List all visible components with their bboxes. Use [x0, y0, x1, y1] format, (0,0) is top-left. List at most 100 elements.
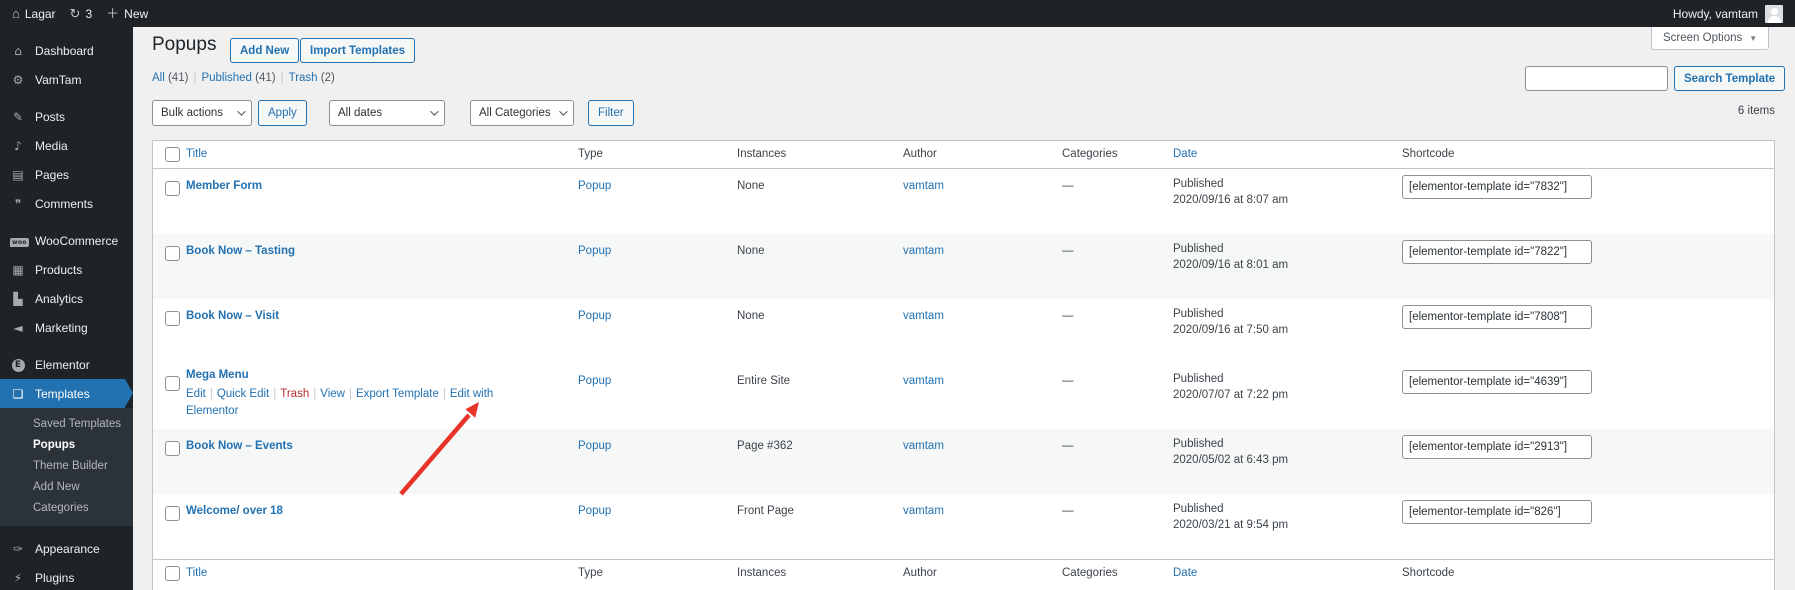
row-status: Published: [1173, 178, 1224, 190]
row-checkbox[interactable]: [165, 441, 180, 456]
import-templates-button[interactable]: Import Templates: [300, 38, 415, 63]
sidebar-item-appearance[interactable]: ✑ Appearance: [0, 534, 133, 563]
row-author-link[interactable]: vamtam: [903, 505, 944, 517]
dates-select[interactable]: All dates: [329, 100, 445, 126]
bulk-actions-select[interactable]: Bulk actions: [152, 100, 252, 126]
categories-select[interactable]: All Categories: [470, 100, 574, 126]
row-type-link[interactable]: Popup: [578, 375, 612, 387]
column-header-title[interactable]: Title: [186, 567, 208, 579]
apply-button[interactable]: Apply: [258, 100, 307, 126]
row-shortcode-input[interactable]: [1402, 305, 1592, 329]
column-header-instances: Instances: [737, 567, 787, 579]
view-link-all[interactable]: All: [152, 72, 165, 84]
row-type-link[interactable]: Popup: [578, 310, 612, 322]
sidebar-item-elementor[interactable]: E Elementor: [0, 350, 133, 379]
admin-bar: ⌂ Lagar ↻ 3 ＋ New Howdy, vamtam: [0, 0, 1795, 27]
action-separator: |: [313, 388, 317, 400]
row-categories: —: [1062, 180, 1074, 192]
row-date-value: 2020/05/02 at 6:43 pm: [1173, 454, 1289, 466]
updates-menu[interactable]: ↻ 3: [70, 7, 93, 21]
row-action-view[interactable]: View: [320, 388, 345, 400]
row-type-link[interactable]: Popup: [578, 440, 612, 452]
row-shortcode-input[interactable]: [1402, 240, 1592, 264]
view-link-trash[interactable]: Trash: [288, 72, 318, 84]
add-new-button[interactable]: Add New: [230, 38, 300, 63]
row-title-link[interactable]: Book Now – Events: [186, 440, 293, 452]
submenu-item-add-new[interactable]: Add New: [33, 481, 80, 493]
table-row: Welcome/ over 18 Popup Front Page vamtam…: [153, 494, 1774, 559]
row-action-edit-with-elementor[interactable]: Edit with Elementor: [186, 388, 494, 417]
row-author-link[interactable]: vamtam: [903, 440, 944, 452]
search-template-button[interactable]: Search Template: [1674, 66, 1786, 91]
row-title-link[interactable]: Book Now – Tasting: [186, 245, 296, 257]
row-author-link[interactable]: vamtam: [903, 375, 944, 387]
submenu-item-categories[interactable]: Categories: [33, 502, 89, 514]
row-checkbox[interactable]: [165, 311, 180, 326]
sidebar-item-analytics[interactable]: ▙ Analytics: [0, 284, 133, 313]
view-separator: |: [193, 72, 197, 84]
row-author-link[interactable]: vamtam: [903, 180, 944, 192]
screen-options-tab[interactable]: Screen Options ▼: [1651, 27, 1770, 50]
chevron-down-icon: [430, 107, 439, 116]
row-action-trash[interactable]: Trash: [280, 388, 310, 400]
view-link-published[interactable]: Published: [201, 72, 252, 84]
row-checkbox[interactable]: [165, 376, 180, 391]
table-row: Book Now – Events Popup Page #362 vamtam…: [153, 429, 1774, 494]
column-header-date[interactable]: Date: [1173, 148, 1198, 160]
submenu-item-popups[interactable]: Popups: [33, 439, 76, 451]
submenu-item-theme-builder[interactable]: Theme Builder: [33, 460, 108, 472]
row-instances: None: [737, 245, 765, 257]
row-title-link[interactable]: Member Form: [186, 180, 263, 192]
submenu-item-saved-templates[interactable]: Saved Templates: [33, 418, 122, 430]
woocommerce-icon: woo: [10, 238, 29, 247]
items-count: 6 items: [1737, 105, 1775, 117]
row-checkbox[interactable]: [165, 181, 180, 196]
filter-button[interactable]: Filter: [588, 100, 634, 126]
row-categories: —: [1062, 245, 1074, 257]
row-title-link[interactable]: Mega Menu: [186, 369, 249, 381]
row-shortcode-input[interactable]: [1402, 500, 1592, 524]
avatar[interactable]: [1765, 4, 1783, 23]
select-all-checkbox[interactable]: [165, 566, 180, 581]
row-categories: —: [1062, 505, 1074, 517]
row-action-export-template[interactable]: Export Template: [355, 388, 439, 400]
sidebar-item-pages[interactable]: ▤ Pages: [0, 160, 133, 189]
column-header-date[interactable]: Date: [1173, 567, 1198, 579]
table-row: Mega Menu Popup Entire Site vamtam — Pub…: [153, 364, 1774, 429]
pages-icon: ▤: [12, 167, 24, 182]
sidebar-item-plugins[interactable]: ⚡ Plugins: [0, 563, 133, 590]
sidebar-item-vamtam[interactable]: ⚙ VamTam: [0, 65, 133, 94]
column-header-title[interactable]: Title: [186, 148, 208, 160]
row-type-link[interactable]: Popup: [578, 180, 612, 192]
row-title-link[interactable]: Book Now – Visit: [186, 310, 280, 322]
sidebar-item-media[interactable]: ♪ Media: [0, 131, 133, 160]
site-menu[interactable]: ⌂ Lagar: [12, 7, 56, 21]
row-author-link[interactable]: vamtam: [903, 310, 944, 322]
row-type-link[interactable]: Popup: [578, 505, 612, 517]
new-content-menu[interactable]: ＋ New: [106, 7, 148, 21]
column-header-instances: Instances: [737, 148, 787, 160]
sidebar-item-templates[interactable]: ❏ Templates: [0, 379, 133, 408]
row-action-quick-edit[interactable]: Quick Edit: [216, 388, 270, 400]
row-checkbox[interactable]: [165, 246, 180, 261]
row-shortcode-input[interactable]: [1402, 175, 1592, 199]
row-type-link[interactable]: Popup: [578, 245, 612, 257]
sidebar-item-products[interactable]: ▦ Products: [0, 255, 133, 284]
search-input[interactable]: [1525, 66, 1668, 91]
row-shortcode-input[interactable]: [1402, 435, 1592, 459]
row-shortcode-input[interactable]: [1402, 370, 1592, 394]
brush-icon: ✑: [12, 541, 24, 556]
sidebar-item-posts[interactable]: ✎ Posts: [0, 102, 133, 131]
new-label: New: [124, 6, 149, 21]
row-author-link[interactable]: vamtam: [903, 245, 944, 257]
row-checkbox[interactable]: [165, 506, 180, 521]
sidebar-item-dashboard[interactable]: ⌂ Dashboard: [0, 36, 133, 65]
row-action-edit[interactable]: Edit: [186, 388, 206, 400]
sidebar-item-woocommerce[interactable]: woo WooCommerce: [10, 233, 119, 248]
row-title-link[interactable]: Welcome/ over 18: [186, 505, 283, 517]
select-all-checkbox[interactable]: [165, 147, 180, 162]
sidebar-item-marketing[interactable]: ◄ Marketing: [0, 313, 133, 342]
howdy-menu[interactable]: Howdy, vamtam: [1673, 7, 1758, 21]
sidebar-item-comments[interactable]: ❞ Comments: [0, 189, 133, 218]
row-status: Published: [1173, 503, 1224, 515]
